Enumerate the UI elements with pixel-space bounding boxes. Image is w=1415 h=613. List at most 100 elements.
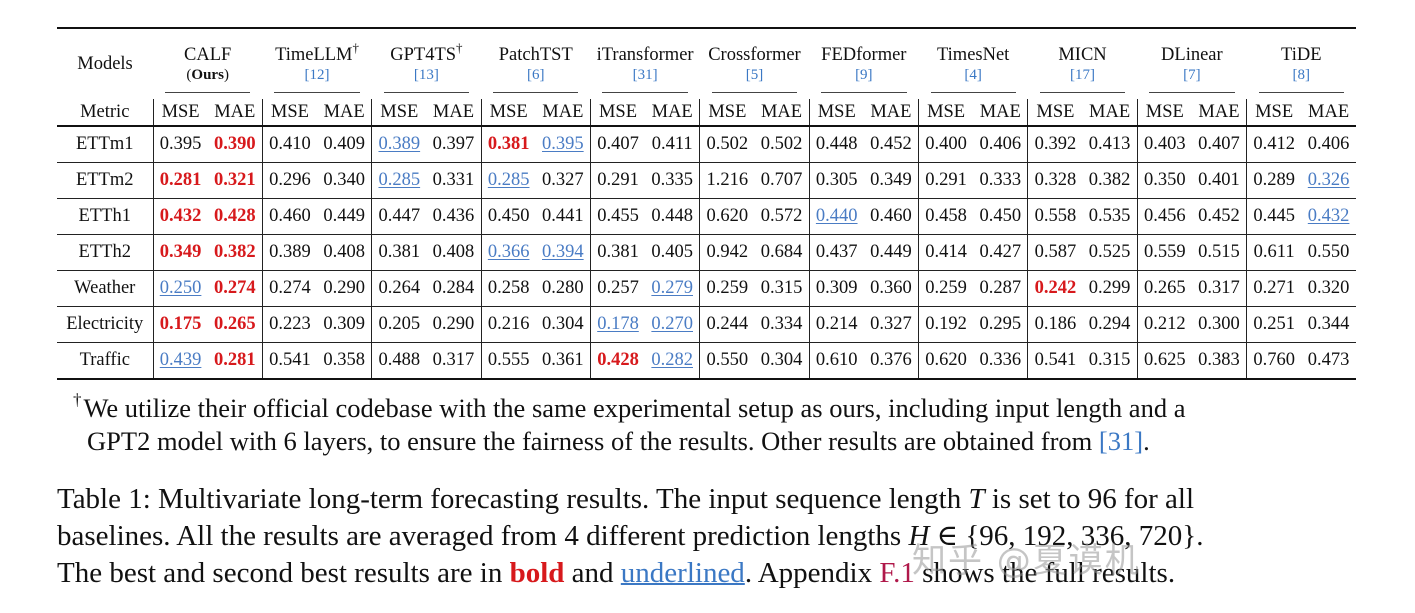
cell-value: 0.448	[651, 206, 693, 226]
model-name: TiDE	[1247, 44, 1356, 66]
model-citation[interactable]: [9]	[855, 67, 873, 83]
table-cell: 0.192	[918, 306, 974, 343]
table-cell: 0.389	[371, 126, 427, 163]
table-cell: 0.428	[589, 342, 646, 380]
table-row: ETTm1 0.395 0.390 0.410 0.409 0.389 0.397 0.381…	[57, 126, 1356, 163]
table-cell: 0.558	[1027, 198, 1083, 235]
table-cell: 0.406	[973, 126, 1028, 163]
results-table: Models CALF (Ours) TimeLLM† [12] GPT4TS† [13] P…	[57, 27, 1356, 380]
table-cell: 0.381	[589, 234, 646, 271]
cell-value: 0.360	[870, 278, 912, 298]
table-cell: 0.376	[863, 342, 919, 380]
table-cell: 0.326	[1301, 162, 1356, 199]
table-cell: 0.455	[589, 198, 646, 235]
cell-value: 0.572	[760, 206, 803, 226]
table-cell: 0.448	[645, 198, 700, 235]
cell-value: 0.392	[1034, 134, 1077, 154]
table-cell: 0.284	[426, 270, 482, 307]
table-cell: 0.265	[1136, 270, 1192, 307]
caption-line-2: baselines. All the results are averaged …	[57, 520, 1204, 552]
cell-value: 0.436	[432, 206, 475, 226]
metric-mae: MAE	[1082, 99, 1138, 127]
best-value: 0.175	[159, 314, 202, 334]
dataset-name: Traffic	[57, 342, 153, 380]
cell-value: 0.331	[432, 170, 475, 190]
header-metric-row: Metric MSE MAE MSE MAE MSE MAE MSE MAE MSE MAE MSE M…	[57, 99, 1356, 127]
table-cell: 0.321	[207, 162, 263, 199]
table-cell: 0.382	[207, 234, 263, 271]
table-cell: 0.456	[1136, 198, 1192, 235]
cell-value: 0.304	[760, 350, 803, 370]
cell-value: 0.259	[706, 278, 749, 298]
table-cell: 0.257	[589, 270, 646, 307]
model-citation[interactable]: [31]	[632, 67, 658, 83]
cell-value: 0.620	[706, 206, 749, 226]
model-citation[interactable]: [4]	[964, 67, 982, 83]
table-cell: 0.684	[754, 234, 810, 271]
table-cell: 0.205	[371, 306, 427, 343]
metric-mse: MSE	[480, 99, 536, 127]
table-cell: 0.290	[317, 270, 372, 307]
table-cell: 0.432	[152, 198, 208, 235]
table-cell: 0.439	[152, 342, 208, 380]
table-cell: 0.223	[261, 306, 318, 343]
model-name-text: DLinear	[1161, 45, 1223, 65]
table-row: Weather 0.250 0.274 0.274 0.290 0.264 0.284 0.2…	[57, 270, 1356, 307]
table-cell: 0.412	[1246, 126, 1302, 163]
cell-value: 0.525	[1088, 242, 1131, 262]
model-name: TimesNet	[919, 44, 1028, 66]
table-cell: 0.309	[317, 306, 372, 343]
model-header-patchtst: PatchTST [6]	[481, 27, 591, 99]
metric-mae: MAE	[973, 99, 1028, 127]
model-name-text: CALF	[184, 45, 232, 65]
cell-value: 0.334	[760, 314, 803, 334]
best-value: 0.428	[597, 350, 639, 370]
cell-value: 0.407	[597, 134, 639, 154]
table-cell: 0.437	[808, 234, 864, 271]
cell-value: 0.381	[378, 242, 421, 262]
table-cell: 0.449	[863, 234, 919, 271]
table-cell: 0.760	[1246, 342, 1302, 380]
cell-value: 0.452	[1198, 206, 1240, 226]
second-best-value: 0.270	[651, 314, 693, 334]
cell-value: 0.265	[1143, 278, 1186, 298]
model-citation[interactable]: [13]	[413, 67, 439, 83]
table-cell: 0.555	[480, 342, 536, 380]
model-citation[interactable]: [8]	[1292, 67, 1311, 83]
cell-value: 0.382	[1088, 170, 1131, 190]
model-citation[interactable]: [6]	[527, 67, 545, 83]
metric-mse: MSE	[371, 99, 427, 127]
table-cell: 0.242	[1027, 270, 1083, 307]
cell-value: 0.455	[597, 206, 639, 226]
cell-value: 0.244	[706, 314, 749, 334]
cell-value: 0.760	[1253, 350, 1295, 370]
second-best-value: 0.439	[159, 350, 202, 370]
model-citation[interactable]: [5]	[745, 67, 764, 83]
table-cell: 0.535	[1082, 198, 1138, 235]
appendix-link[interactable]: F.1	[879, 557, 915, 589]
cell-value: 0.389	[269, 242, 311, 262]
model-citation[interactable]: [17]	[1070, 67, 1096, 83]
cell-value: 0.550	[706, 350, 749, 370]
table-cell: 0.299	[1082, 270, 1138, 307]
table-cell: 0.334	[754, 306, 810, 343]
cell-value: 0.305	[815, 170, 858, 190]
table-cell: 0.620	[699, 198, 755, 235]
cell-value: 0.541	[269, 350, 311, 370]
cell-value: 0.251	[1253, 314, 1295, 334]
table-cell: 0.449	[317, 198, 372, 235]
models-label: Models	[57, 27, 153, 99]
table-cell: 0.383	[1191, 342, 1247, 380]
table-cell: 0.407	[1191, 126, 1247, 163]
cell-value: 0.412	[1253, 134, 1295, 154]
citation-link[interactable]: [31]	[1098, 426, 1144, 456]
model-citation[interactable]: [7]	[1183, 67, 1201, 83]
table-cell: 0.408	[317, 234, 372, 271]
second-best-value: 0.285	[487, 170, 530, 190]
metric-mse: MSE	[808, 99, 864, 127]
cell-value: 0.259	[925, 278, 967, 298]
model-citation[interactable]: [12]	[304, 67, 330, 83]
cell-value: 0.304	[542, 314, 584, 334]
table-cell: 0.409	[317, 126, 372, 163]
second-best-value: 0.178	[597, 314, 639, 334]
